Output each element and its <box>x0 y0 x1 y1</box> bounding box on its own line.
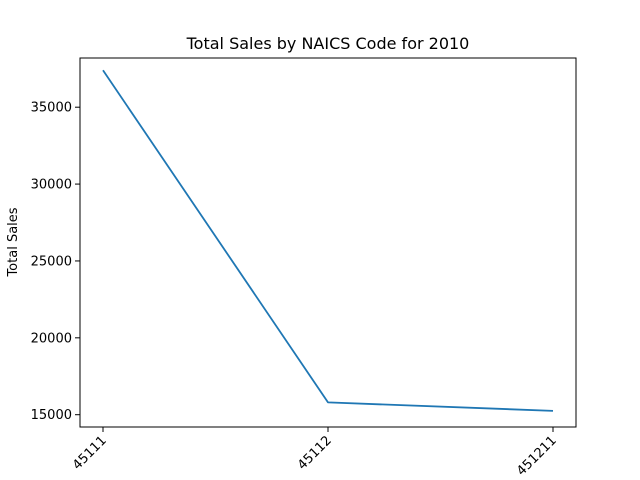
y-axis: 15000 20000 25000 30000 35000 <box>31 101 80 423</box>
y-tick-label: 20000 <box>31 331 72 346</box>
series-group <box>102 69 554 412</box>
x-tick-label: 451211 <box>514 433 560 479</box>
chart-title: Total Sales by NAICS Code for 2010 <box>186 34 470 53</box>
y-tick-label: 25000 <box>31 254 72 269</box>
y-tick-label: 35000 <box>31 101 72 116</box>
x-axis: 45111 45112 451211 <box>70 427 560 479</box>
x-tick-label: 45112 <box>295 433 335 473</box>
y-tick-label: 15000 <box>31 408 72 423</box>
x-tick-label: 45111 <box>70 433 110 473</box>
series-line <box>102 69 554 412</box>
y-axis-label: Total Sales <box>6 207 21 277</box>
y-tick-label: 30000 <box>31 178 72 193</box>
plot-area-frame <box>79 57 577 428</box>
